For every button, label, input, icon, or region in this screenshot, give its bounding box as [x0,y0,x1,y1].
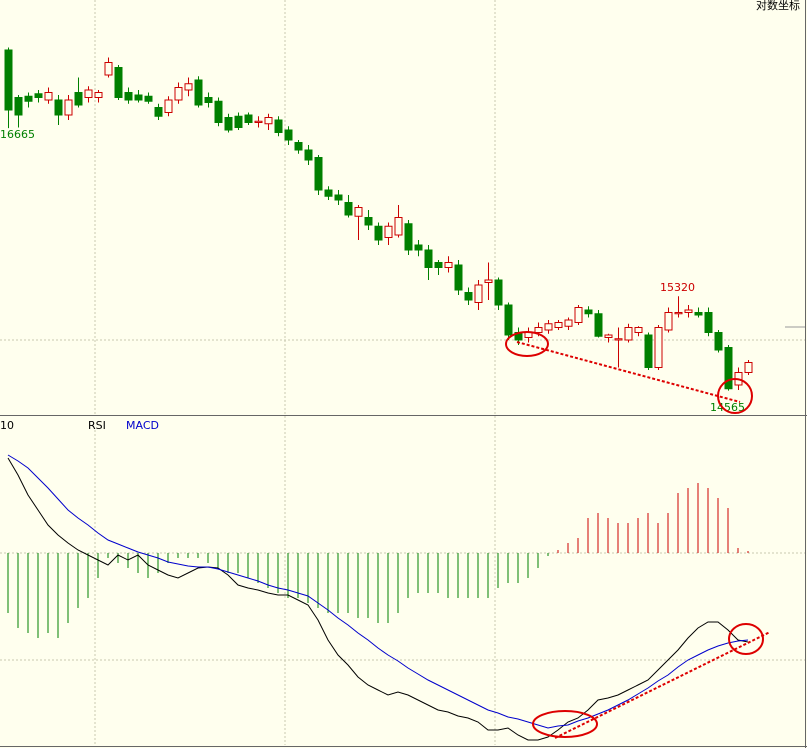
candle-body [584,309,593,315]
candle-body [294,142,303,151]
candle-body [544,323,553,331]
indicator-label: MACD [126,419,159,432]
candle-body [104,62,113,76]
dif-line [7,457,749,741]
candle-body [704,312,713,333]
candle-body [204,97,213,103]
candle-body [14,97,23,116]
candle-body [504,304,513,336]
candle-body [254,120,263,123]
candle-body [724,347,733,390]
macd-panel: 10 RSI MACD [0,419,749,741]
candle-body [674,312,683,315]
candle-body [364,217,373,226]
candle-body [474,284,483,303]
candle-body [604,334,613,338]
candle-body [264,117,273,125]
candle-body [444,262,453,268]
candle-body [284,129,293,141]
candle-body [184,83,193,91]
annotations [505,331,771,739]
candle-body [574,307,583,323]
indicator-label: RSI [88,419,106,432]
trend-line [554,631,771,739]
candle-body [434,262,443,268]
candle-body [464,292,473,301]
highlight-ellipse [728,623,764,655]
dea-line [7,454,749,729]
candle-body [684,309,693,313]
candle-body [534,327,543,333]
candle-body [314,157,323,191]
candle-body [744,362,753,373]
candle-body [494,279,503,306]
candle-body [4,49,13,111]
highlight-ellipse [717,378,753,414]
price-label: 14565 [710,401,745,414]
candle-body [134,94,143,101]
candle-body [24,95,33,102]
candle-body [554,322,563,328]
scale-toggle[interactable]: 对数坐标 [756,0,800,12]
candle-body [404,223,413,251]
trend-line [516,341,741,403]
candle-body [564,319,573,327]
candle-body [414,244,423,251]
candle-body [424,249,433,268]
candle-body [144,95,153,102]
indicator-label: 10 [0,419,14,432]
candle-body [74,92,83,106]
candle-body [164,99,173,113]
candle-body [234,115,243,128]
candle-body [114,67,123,98]
candle-body [624,327,633,341]
candle-body [614,338,623,341]
candle-body [334,194,343,201]
candle-body [644,334,653,368]
candle-body [194,79,203,106]
candle-body [344,202,353,216]
candle-body [654,327,663,368]
candle-body [54,99,63,116]
candle-body [174,87,183,101]
highlight-ellipse [505,331,549,357]
candle-body [634,327,643,333]
candle-body [64,99,73,116]
highlight-ellipse [532,710,598,738]
candle-body [524,332,533,338]
candle-body [394,217,403,236]
candle-body [454,264,463,291]
candle-body [154,107,163,117]
candle-body [324,189,333,197]
candle-body [354,207,363,217]
candle-body [244,114,253,123]
candle-body [274,119,283,133]
candle-body [44,92,53,101]
candle-body [664,312,673,331]
price-panel: 16665 15320 14565 [0,47,753,414]
price-label: 15320 [660,281,695,294]
candle-body [214,100,223,123]
candle-body [304,149,313,161]
candle-body [484,279,493,283]
candle-body [224,117,233,131]
candle-body [94,92,103,98]
price-label: 16665 [0,128,35,141]
candle-body [374,225,383,241]
candle-body [384,225,393,238]
candle-body [34,93,43,98]
candle-body [714,332,723,351]
candle-body [124,92,133,101]
candle-body [594,313,603,337]
candle-body [84,89,93,98]
candle-body [694,312,703,316]
